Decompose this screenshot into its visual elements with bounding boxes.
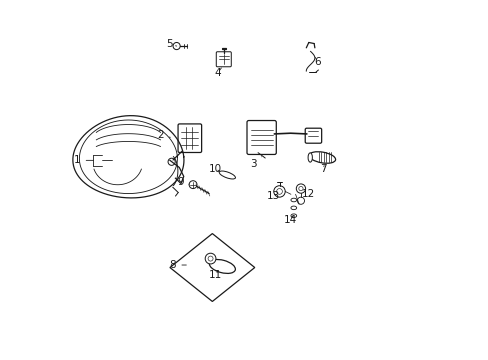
Text: 1: 1 (74, 156, 93, 165)
Text: 14: 14 (283, 215, 296, 225)
Text: 8: 8 (169, 260, 186, 270)
Circle shape (168, 158, 175, 165)
Circle shape (189, 181, 197, 189)
FancyBboxPatch shape (178, 124, 201, 153)
Text: 11: 11 (208, 270, 222, 280)
Polygon shape (170, 234, 254, 301)
Text: 4: 4 (214, 68, 221, 78)
Ellipse shape (308, 152, 335, 163)
Text: 2: 2 (157, 130, 170, 140)
FancyBboxPatch shape (216, 52, 231, 67)
Text: 13: 13 (266, 191, 279, 201)
Circle shape (205, 253, 216, 264)
Ellipse shape (290, 214, 296, 217)
Ellipse shape (307, 153, 312, 162)
Ellipse shape (219, 171, 235, 179)
Circle shape (297, 197, 304, 204)
Text: 3: 3 (249, 157, 261, 169)
Circle shape (296, 184, 305, 193)
Text: 10: 10 (208, 164, 222, 174)
Circle shape (298, 186, 303, 191)
Circle shape (276, 189, 282, 194)
Text: 12: 12 (301, 189, 314, 199)
Ellipse shape (290, 206, 296, 210)
Circle shape (273, 186, 285, 197)
Text: 9: 9 (177, 177, 189, 187)
Circle shape (207, 256, 213, 261)
Circle shape (173, 42, 180, 50)
FancyBboxPatch shape (305, 128, 321, 143)
Text: 5: 5 (166, 39, 176, 49)
FancyBboxPatch shape (246, 121, 276, 154)
Text: 6: 6 (314, 57, 321, 67)
Text: 7: 7 (319, 164, 325, 174)
Ellipse shape (290, 198, 296, 202)
Ellipse shape (209, 260, 235, 273)
